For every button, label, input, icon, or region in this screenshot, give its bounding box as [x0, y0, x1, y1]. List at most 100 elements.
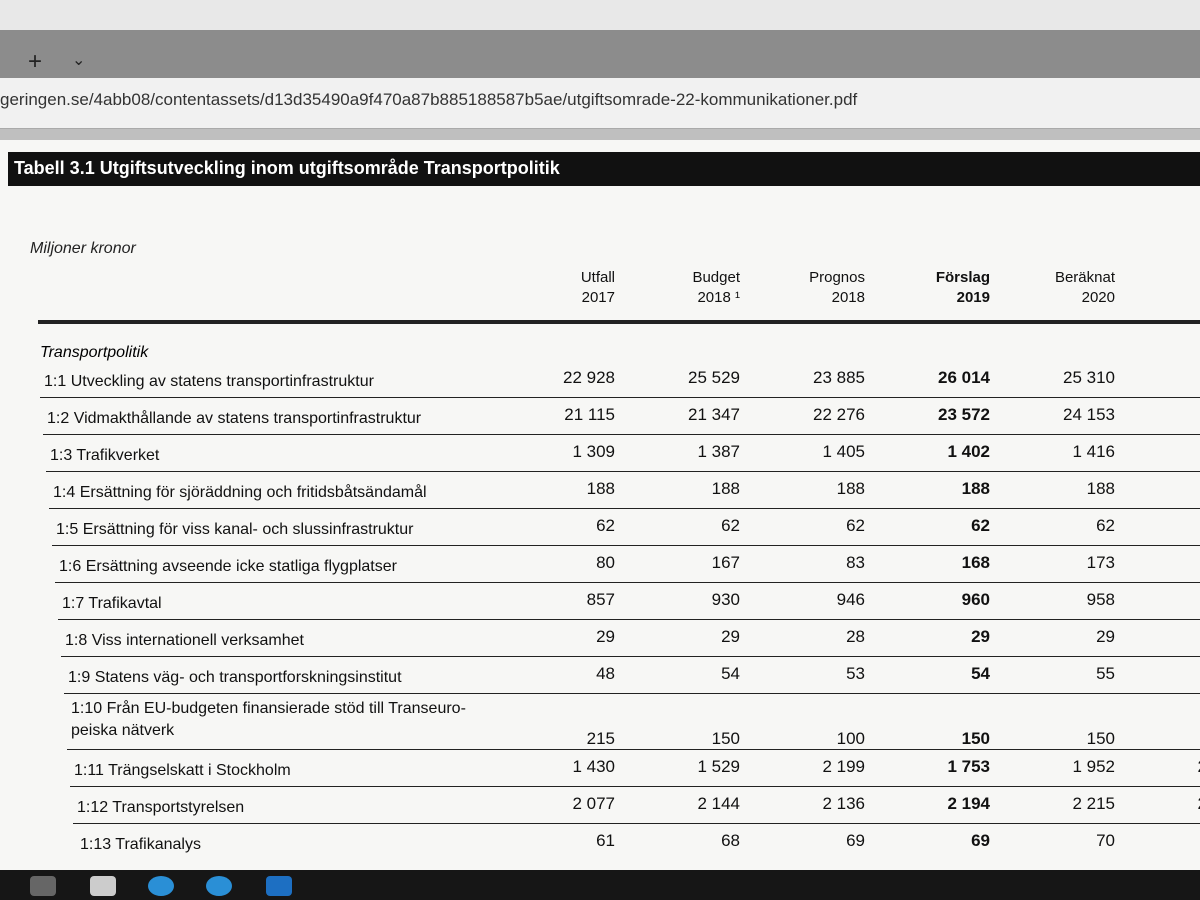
- row-label: 1:12 Transportstyrelsen: [77, 799, 245, 816]
- unit: Miljoner kronor: [30, 240, 136, 257]
- cell-value: 53: [846, 664, 865, 683]
- cell-value: 1 405: [822, 442, 865, 461]
- cell-value: 2 077: [572, 794, 615, 813]
- cell-value: 1 952: [1072, 757, 1115, 776]
- cell-value: 69: [971, 831, 990, 850]
- column-header: Budget: [692, 269, 740, 286]
- taskbar-icon[interactable]: [30, 876, 56, 896]
- title-bar: [8, 152, 1200, 186]
- cell-value: 29: [596, 627, 615, 646]
- column-header: Förslag: [935, 269, 990, 286]
- cell-value: 188: [711, 479, 740, 498]
- column-header: Beräknat: [1054, 269, 1115, 286]
- row-label: 1:9 Statens väg- och transportforsknings…: [68, 669, 402, 686]
- cell-value: 1 430: [572, 757, 615, 776]
- cell-value: 69: [846, 831, 865, 850]
- cell-value: 48: [596, 664, 615, 683]
- taskbar-icon[interactable]: [148, 876, 174, 896]
- cell-value: 173: [1086, 553, 1115, 572]
- cell-value: 22 928: [563, 368, 615, 387]
- cell-value: 22 276: [813, 405, 865, 424]
- cell-value: 150: [961, 729, 990, 748]
- cell-value: 61: [596, 831, 615, 850]
- row-rule: [61, 656, 1200, 657]
- cell-value: 2 235: [1120, 794, 1200, 814]
- cell-value: 29: [971, 627, 990, 646]
- cell-value: 5: [1120, 664, 1200, 684]
- cell-value: 1 309: [572, 442, 615, 461]
- row-label: 1:4 Ersättning för sjöräddning och friti…: [53, 484, 427, 501]
- row-rule: [52, 545, 1200, 546]
- cell-value: 1 753: [947, 757, 990, 776]
- cell-value: 28: [846, 627, 865, 646]
- cell-value: 150: [1086, 729, 1115, 748]
- taskbar-icon[interactable]: [266, 876, 292, 896]
- row-label: 1:7 Trafikavtal: [62, 595, 162, 612]
- address-bar[interactable]: [0, 78, 1200, 129]
- cell-value: 25 310: [1063, 368, 1115, 387]
- cell-value: 946: [836, 590, 865, 609]
- cell-value: 80: [596, 553, 615, 572]
- row-label: 1:10 Från EU-budgeten finansierade stöd …: [71, 700, 466, 717]
- cell-value: 1 387: [697, 442, 740, 461]
- cell-value: 21 115: [564, 405, 615, 424]
- column-header: 2019: [956, 289, 990, 306]
- cell-value: 1: [1120, 442, 1200, 462]
- cell-value: 930: [711, 590, 740, 609]
- row-rule: [43, 434, 1200, 435]
- cell-value: 150: [711, 729, 740, 748]
- cell-value: 29: [1096, 627, 1115, 646]
- cell-value: 83: [846, 553, 865, 572]
- row-rule: [58, 619, 1200, 620]
- row-rule: [49, 508, 1200, 509]
- row-rule: [64, 693, 1200, 694]
- cell-value: 2 136: [822, 794, 865, 813]
- cell-value: 62: [971, 516, 990, 535]
- url[interactable]: geringen.se/4abb08/contentassets/d13d354…: [0, 90, 858, 109]
- cell-value: 167: [711, 553, 740, 572]
- taskbar: [0, 870, 1200, 900]
- taskbar-icon[interactable]: [206, 876, 232, 896]
- cell-value: 26 014: [938, 368, 990, 387]
- cell-value: 24: [1120, 405, 1200, 425]
- new-tab-button[interactable]: +: [28, 48, 43, 75]
- row-label: 1:1 Utveckling av statens transportinfra…: [44, 373, 374, 390]
- taskbar-icon[interactable]: [90, 876, 116, 896]
- cell-value: 8: [1120, 590, 1200, 610]
- cell-value: 168: [961, 553, 990, 572]
- cell-value: 62: [846, 516, 865, 535]
- tab-bar: + ⌄: [0, 0, 1200, 78]
- pdf-page: [0, 140, 1200, 870]
- cell-value: 188: [1086, 479, 1115, 498]
- cell-value: 54: [721, 664, 740, 683]
- cell-value: 2 144: [697, 794, 740, 813]
- row-rule: [73, 823, 1200, 824]
- cell-value: 1 416: [1072, 442, 1115, 461]
- column-header: Be: [1120, 268, 1200, 288]
- cell-value: 71: [1120, 831, 1200, 851]
- cell-value: 958: [1086, 590, 1115, 609]
- cell-value: 55: [1096, 664, 1115, 683]
- row-rule: [55, 582, 1200, 583]
- row-label: 1:6 Ersättning avseende icke statliga fl…: [59, 558, 397, 575]
- cell-value: 29: [721, 627, 740, 646]
- row-label: 1:2 Vidmakthållande av statens transport…: [47, 410, 422, 427]
- cell-value: 2 194: [947, 794, 990, 813]
- cell-value: 1: [1120, 553, 1200, 573]
- cell-value: 23 572: [938, 405, 990, 424]
- row-label: 1:13 Trafikanalys: [80, 836, 201, 853]
- row-rule: [67, 749, 1200, 750]
- cell-value: 2 215: [1072, 794, 1115, 813]
- header-rule: [38, 320, 1200, 324]
- row-label: 1:11 Trängselskatt i Stockholm: [74, 762, 291, 779]
- cell-value: 23 885: [813, 368, 865, 387]
- row-label: 1:3 Trafikverket: [50, 447, 160, 464]
- column-header: 2018 ¹: [697, 289, 740, 306]
- cell-value: 100: [836, 729, 865, 748]
- column-header: 2020: [1081, 289, 1115, 306]
- column-header: Utfall: [580, 269, 615, 286]
- cell-value: 62: [596, 516, 615, 535]
- column-header: 2017: [581, 289, 615, 306]
- tab-list-button[interactable]: ⌄: [72, 52, 86, 69]
- cell-value: 62: [1096, 516, 1115, 535]
